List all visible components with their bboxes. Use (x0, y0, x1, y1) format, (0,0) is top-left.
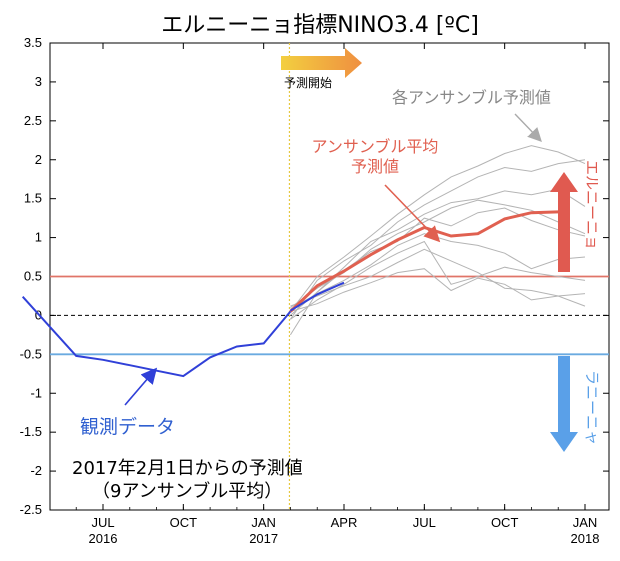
ensemble-members (289, 145, 586, 336)
x-tick-label: OCT (170, 515, 198, 530)
y-tick-label: -2.5 (20, 502, 42, 517)
observed-recent-line (289, 281, 345, 312)
ensemble-member-line (290, 248, 586, 307)
el-nino-label: エルニーニョ (583, 160, 601, 250)
la-nina-arrow (550, 356, 578, 452)
series-lines (21, 210, 559, 378)
ensemble-member-line (290, 240, 586, 320)
x-tick-label: OCT (491, 515, 519, 530)
y-tick-label: 3.5 (24, 35, 42, 50)
y-tick-label: 2.5 (24, 113, 42, 128)
y-tick-label: -0.5 (20, 346, 42, 361)
x-tick-label: JAN (251, 515, 276, 530)
observed-label: 観測データ (80, 416, 175, 438)
observed-line (21, 296, 292, 378)
ensemble-member-line (290, 268, 586, 312)
x-tick-label: JAN (573, 515, 598, 530)
forecast-start-arrow (281, 48, 362, 78)
footnote-line2: （9アンサンブル平均） (92, 480, 282, 502)
ensemble-member-line (290, 199, 586, 309)
y-tick-label: -1.5 (20, 424, 42, 439)
y-tick-label: 1.5 (24, 191, 42, 206)
la-nina-label: ラニーニャ (583, 370, 601, 445)
x-tick-year: 2018 (571, 531, 600, 546)
y-tick-label: -2 (30, 463, 42, 478)
x-tick-year: 2017 (249, 531, 278, 546)
y-tick-label: -1 (30, 385, 42, 400)
chart-title: エルニーニョ指標NINO3.4 [ºC] (161, 13, 479, 38)
y-tick-label: 0.5 (24, 269, 42, 284)
ensemble-member-line (290, 145, 586, 312)
x-tick-label: JUL (91, 515, 114, 530)
el-nino-arrow (550, 172, 578, 272)
mean-label-line2: 予測値 (351, 157, 399, 176)
observed-pointer-arrow (124, 367, 158, 406)
ensemble-member-line (289, 159, 586, 320)
y-tick-label: 2 (35, 152, 42, 167)
mean-pointer-arrow (384, 184, 441, 243)
y-tick-label: 3 (35, 74, 42, 89)
ensemble-member-line (290, 233, 586, 310)
ensemble-member-line (290, 207, 586, 316)
y-axis: 3.532.521.510.50-0.5-1-1.5-2-2.5 (20, 35, 609, 517)
x-tick-year: 2016 (89, 531, 118, 546)
forecast-start-label: 予測開始 (284, 76, 332, 90)
members-label: 各アンサンブル予測値 (392, 88, 551, 107)
x-tick-label: APR (331, 515, 358, 530)
footnote-line1: 2017年2月1日からの予測値 (72, 458, 303, 479)
ensemble-member-line (289, 188, 586, 336)
x-tick-label: JUL (413, 515, 436, 530)
members-pointer-arrow (514, 113, 542, 143)
mean-label-line1: アンサンブル平均 (312, 137, 439, 156)
y-tick-label: 1 (35, 230, 42, 245)
